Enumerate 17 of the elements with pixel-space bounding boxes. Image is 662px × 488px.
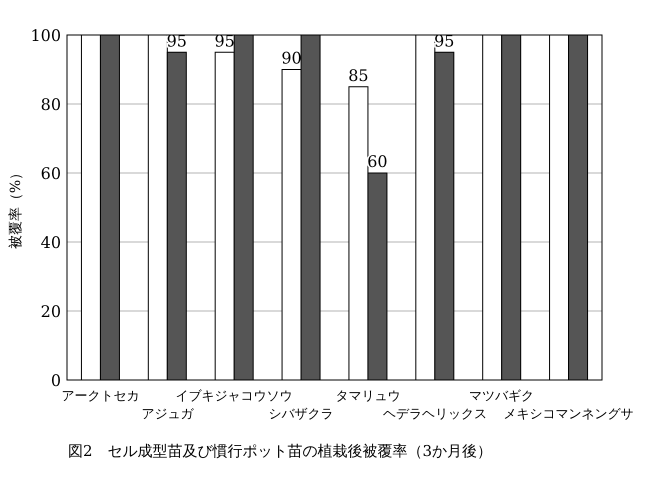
x-tick-label: アジュガ	[141, 407, 194, 422]
y-tick-label: 80	[40, 95, 61, 114]
y-tick-label: 40	[40, 233, 61, 252]
x-tick-label: メキシコマンネングサ	[504, 407, 634, 422]
x-tick-label: イブキジャコウソウ	[176, 389, 293, 404]
y-tick-label: 100	[30, 26, 61, 45]
x-tick-label: アークトセカ	[61, 389, 140, 404]
text: 図2 セル成型苗及び慣行ポット苗の植栽後被覆率（3か月後）	[68, 442, 492, 460]
y-tick-label: 60	[40, 164, 61, 183]
x-tick-label: ヘデラヘリックス	[382, 407, 487, 422]
y-tick-label: 0	[50, 371, 61, 390]
y-tick-label: 20	[40, 302, 61, 321]
x-tick-label: タマリュウ	[335, 389, 400, 404]
x-tick-label: シバザクラ	[268, 407, 334, 422]
x-tick-label: マツバギク	[469, 389, 534, 404]
data-label: 85	[348, 66, 369, 85]
y-axis-title: 被覆率（%）	[8, 166, 24, 250]
